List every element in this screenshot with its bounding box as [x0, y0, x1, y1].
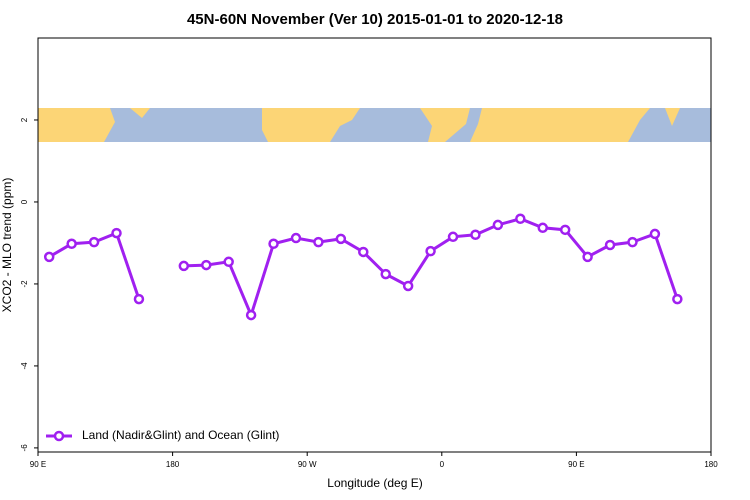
- data-point: [111, 227, 122, 239]
- y-tick-label: 2: [20, 117, 29, 122]
- data-point: [627, 236, 638, 248]
- data-point: [358, 246, 369, 258]
- data-point: [582, 251, 593, 263]
- data-point: [290, 232, 302, 244]
- data-point: [133, 293, 145, 305]
- data-point: [66, 238, 77, 250]
- data-point: [178, 260, 190, 272]
- data-point: [559, 224, 571, 236]
- x-tick-label: 90 W: [298, 460, 317, 469]
- data-point: [425, 245, 436, 257]
- y-tick-label: -4: [20, 362, 29, 370]
- data-point: [201, 259, 212, 271]
- x-tick-label: 90 E: [568, 460, 584, 469]
- x-tick-label: 0: [440, 460, 445, 469]
- data-point: [492, 219, 504, 231]
- x-tick-label: 180: [166, 460, 180, 469]
- y-tick-label: -2: [20, 280, 29, 288]
- data-point: [245, 309, 257, 321]
- data-point: [604, 239, 616, 251]
- data-point: [268, 238, 279, 250]
- data-point: [447, 231, 459, 243]
- map-band: [38, 108, 711, 142]
- plot-frame: [37, 37, 712, 453]
- data-point: [649, 228, 661, 240]
- y-axis-label: XCO2 - MLO trend (ppm): [0, 178, 14, 313]
- data-point: [43, 251, 55, 263]
- data-point: [88, 236, 100, 248]
- data-point: [380, 268, 391, 280]
- y-tick-label: -6: [20, 444, 29, 452]
- legend-label: Land (Nadir&Glint) and Ocean (Glint): [82, 428, 279, 442]
- data-point: [672, 293, 683, 305]
- x-tick-label: 180: [704, 460, 718, 469]
- data-point: [402, 280, 414, 292]
- data-point: [515, 213, 526, 225]
- data-point: [313, 236, 324, 248]
- data-point: [537, 222, 548, 234]
- x-axis-label: Longitude (deg E): [327, 476, 422, 490]
- x-tick-label: 90 E: [30, 460, 46, 469]
- data-point: [223, 256, 234, 268]
- chart-title: 45N-60N November (Ver 10) 2015-01-01 to …: [187, 11, 563, 28]
- data-point: [335, 233, 347, 245]
- y-tick-label: 0: [20, 199, 29, 204]
- legend-marker: [53, 430, 65, 442]
- data-point: [470, 229, 481, 241]
